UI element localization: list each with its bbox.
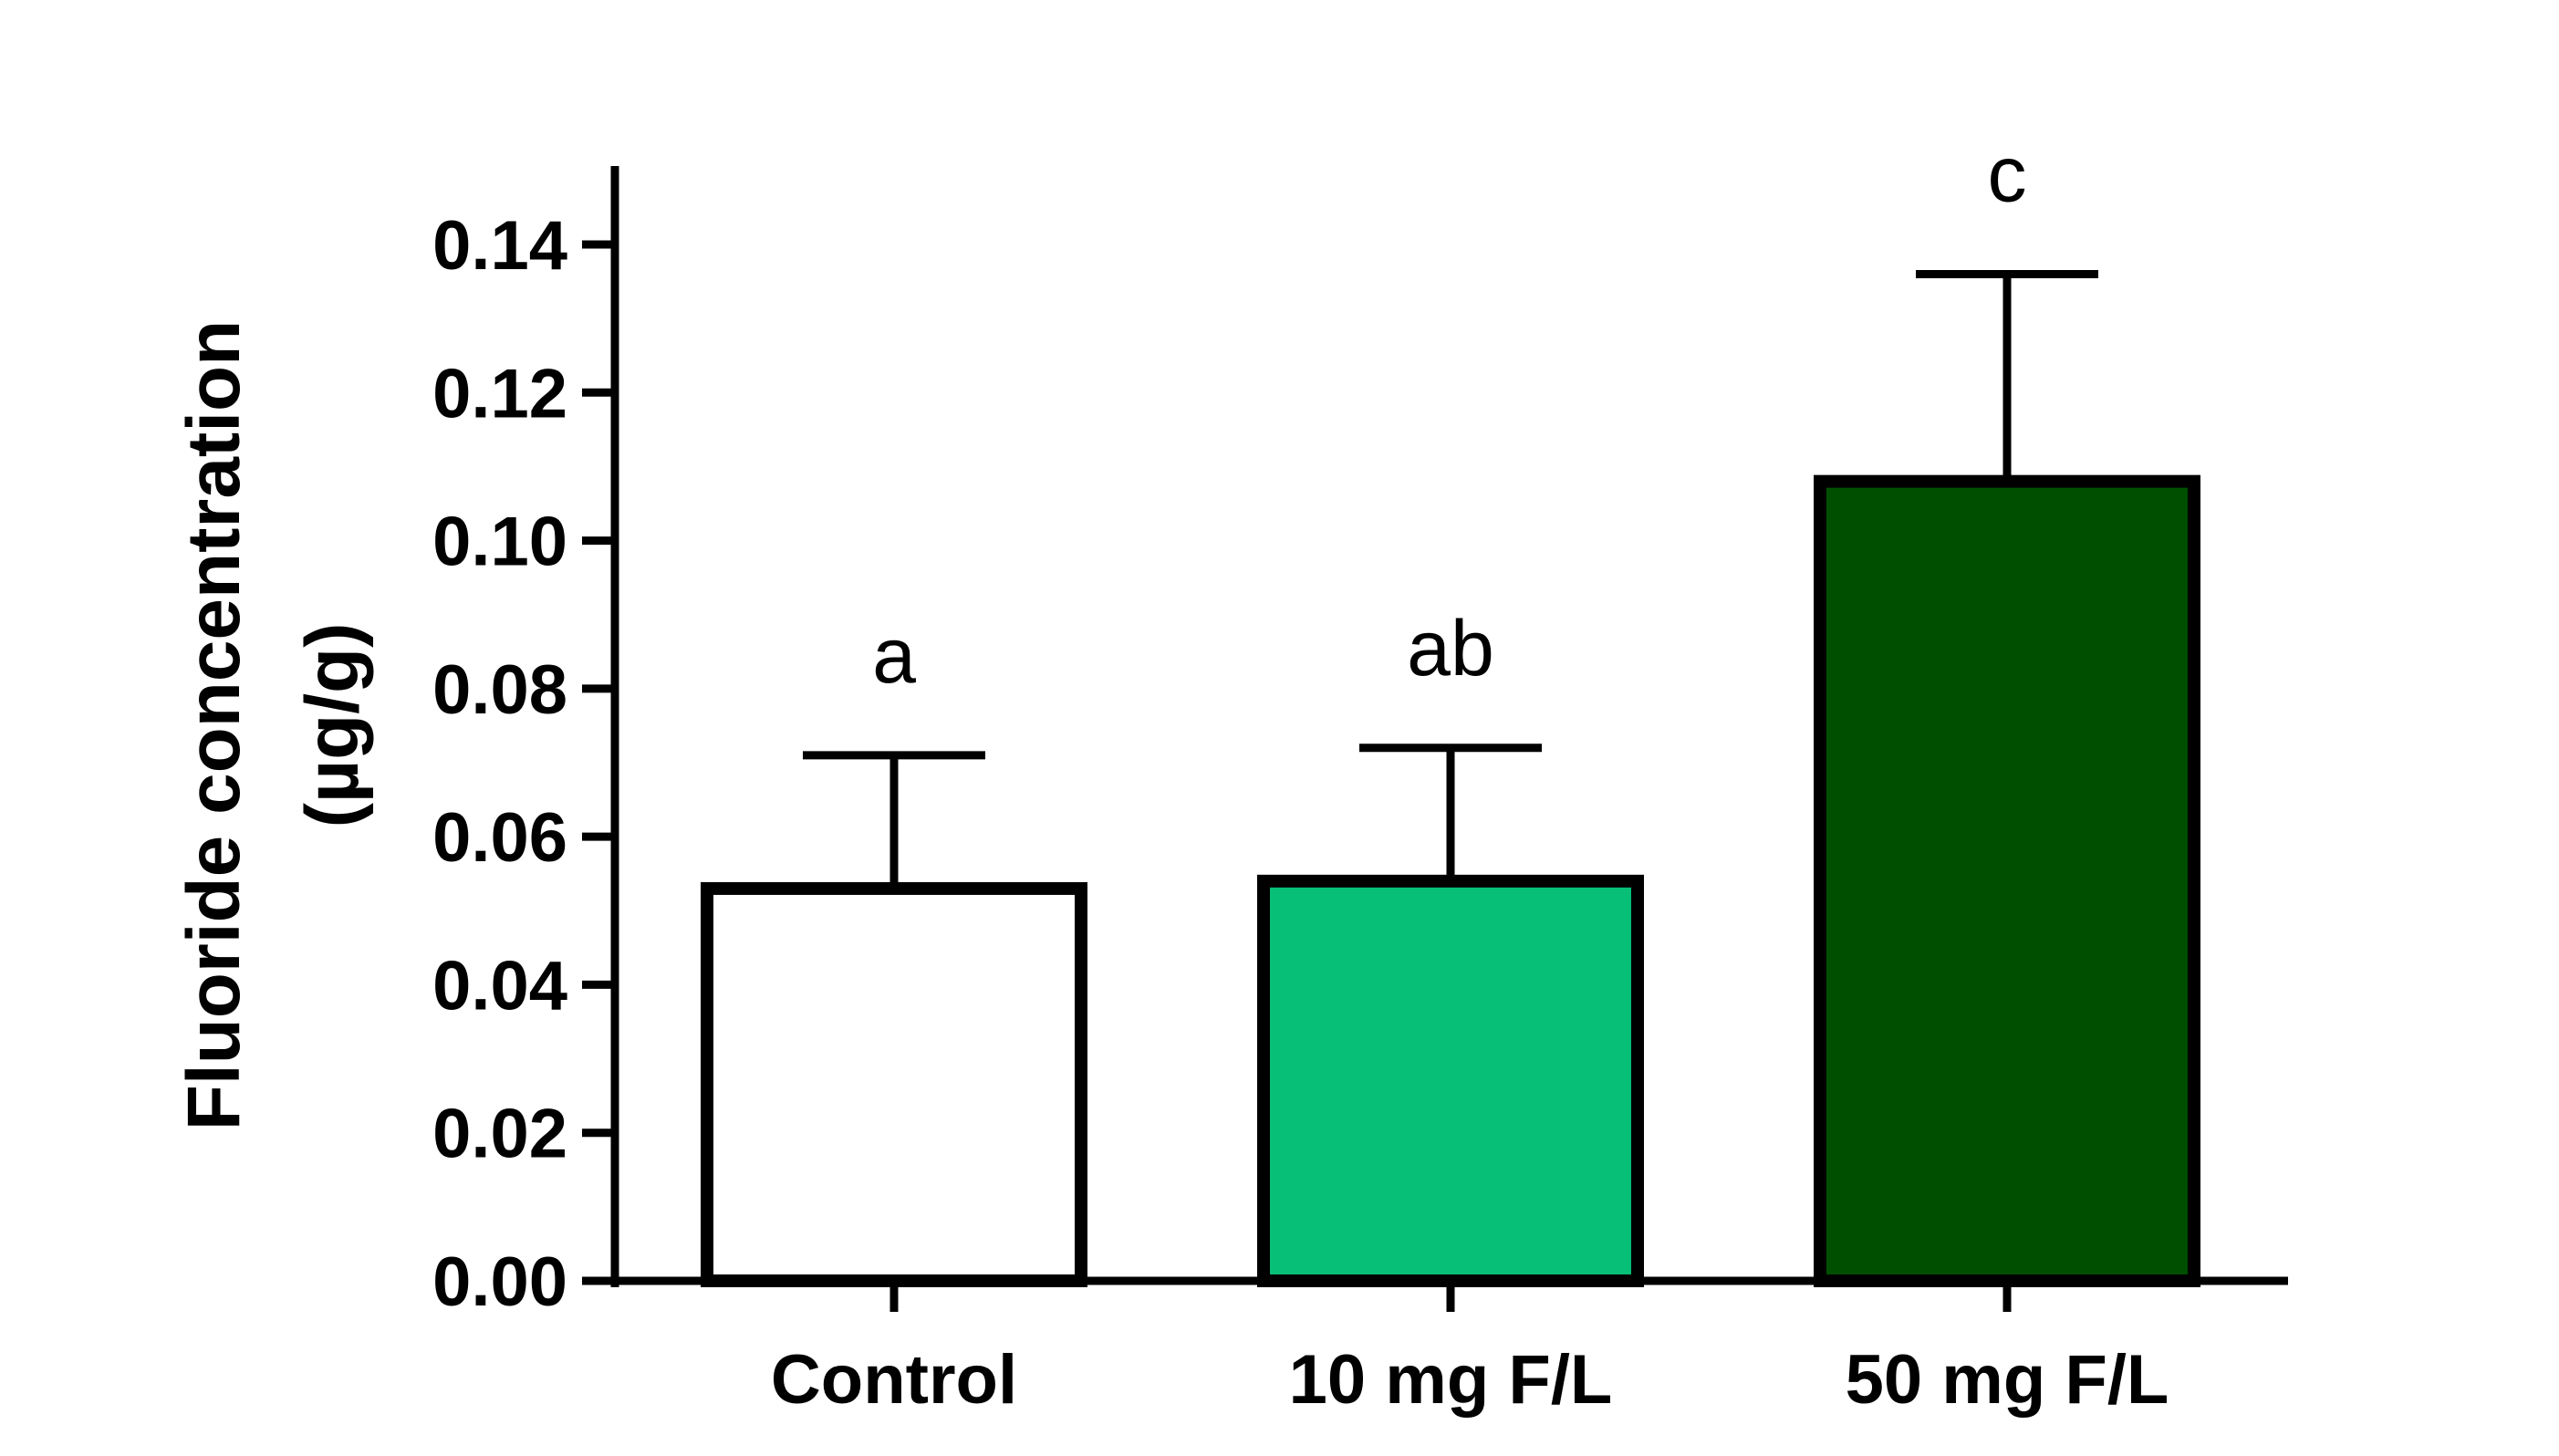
significance-label: a [872, 612, 916, 700]
significance-label: c [1988, 130, 2027, 218]
x-tick-label: 10 mg F/L [1289, 1341, 1613, 1419]
y-tick-label: 0.00 [432, 1243, 567, 1321]
y-tick-label: 0.02 [432, 1096, 567, 1173]
y-tick-label: 0.06 [432, 799, 567, 877]
y-axis-title-line2: (µg/g) [291, 623, 374, 828]
y-tick-label: 0.08 [432, 651, 567, 729]
y-tick-label: 0.12 [432, 355, 567, 432]
x-axis: Control 10 mg F/L 50 mg F/L [611, 1276, 2288, 1419]
x-tick-label: 50 mg F/L [1846, 1341, 2169, 1419]
x-tick-label: Control [771, 1341, 1017, 1419]
y-tick-label: 0.04 [432, 947, 567, 1024]
significance-label: ab [1407, 605, 1494, 692]
y-tick-label: 0.10 [432, 504, 567, 581]
y-axis: 0.00 0.02 0.04 0.06 0.08 0.10 0.12 0.14 [432, 166, 619, 1321]
y-axis-title: Fluoride concentration (µg/g) [172, 320, 374, 1130]
error-bars-group [803, 269, 2098, 889]
y-tick-label: 0.14 [432, 207, 567, 285]
bar-1 [701, 881, 1087, 1287]
bars-group [701, 474, 2200, 1287]
bar-2 [1257, 874, 1644, 1287]
bar-3 [1814, 474, 2200, 1287]
y-axis-title-line1: Fluoride concentration [172, 320, 255, 1130]
significance-labels-group: a ab c [872, 130, 2026, 699]
